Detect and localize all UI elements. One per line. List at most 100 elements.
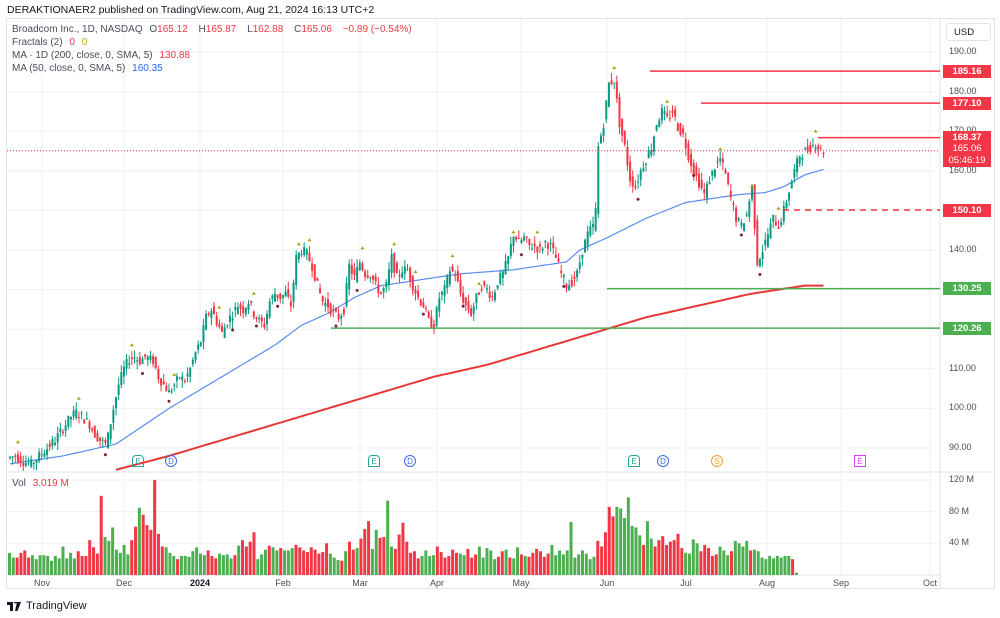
symbol-legend: Broadcom Inc., 1D, NASDAQ O165.12 H165.8…: [12, 24, 412, 35]
volume-bar: [233, 555, 237, 575]
price-pane[interactable]: [9, 66, 825, 477]
volume-bar: [775, 555, 779, 575]
candle-body: [385, 281, 388, 288]
earnings-upcoming-event-icon[interactable]: E: [854, 455, 866, 467]
fractal-down-marker: [27, 474, 30, 477]
candle-body: [353, 268, 356, 276]
candle-body: [419, 299, 422, 306]
candle-body: [305, 249, 308, 255]
volume-bar: [695, 543, 699, 575]
volume-bar: [313, 549, 317, 575]
candle-body: [785, 202, 788, 209]
volume-bar: [726, 555, 730, 575]
candle-body: [24, 463, 27, 466]
dividend-event-icon[interactable]: D: [165, 455, 177, 467]
volume-bar: [347, 541, 351, 575]
candle-body: [546, 243, 549, 249]
candle-body: [788, 192, 791, 201]
volume-bar: [53, 555, 57, 575]
candle-body: [454, 275, 457, 277]
volume-bar: [378, 537, 382, 575]
earnings-event-icon[interactable]: E: [132, 455, 144, 467]
volume-bar: [176, 559, 180, 575]
time-tick: May: [512, 578, 530, 588]
candle-body: [586, 231, 589, 246]
volume-bar: [409, 552, 413, 575]
candle-body: [69, 416, 72, 420]
volume-bar: [359, 538, 363, 575]
volume-bar: [317, 553, 321, 575]
candle-body: [83, 419, 86, 424]
candle-body: [369, 277, 372, 279]
volume-bar: [779, 557, 783, 575]
ma200-legend[interactable]: MA · 1D (200, close, 0, SMA, 5) 130.88: [12, 50, 190, 61]
volume-bar: [57, 558, 61, 575]
fractals-legend[interactable]: Fractals (2) 0 0: [12, 37, 88, 48]
volume-bar: [733, 540, 737, 575]
candle-body: [361, 263, 364, 271]
candle-body: [377, 284, 380, 294]
volume-bar: [752, 549, 756, 575]
candle-body: [340, 315, 343, 319]
candle-body: [345, 282, 348, 307]
volume-bar: [328, 553, 332, 575]
tradingview-logo-icon: [7, 601, 21, 611]
volume-bar: [298, 547, 302, 575]
volume-bar: [493, 559, 497, 575]
time-tick: Mar: [352, 578, 368, 588]
candle-body: [472, 306, 475, 314]
volume-bar: [550, 544, 554, 575]
fractal-up-marker: [172, 372, 177, 376]
candle-body: [11, 456, 14, 458]
split-event-icon[interactable]: S: [711, 455, 723, 467]
volume-tick: 40 M: [949, 537, 970, 548]
volume-bar: [382, 536, 386, 575]
volume-bar: [760, 557, 764, 575]
candle-body: [660, 107, 663, 121]
candle-body: [260, 317, 263, 322]
candle-body: [54, 442, 57, 446]
tradingview-logo[interactable]: TradingView: [7, 600, 87, 612]
volume-bar: [592, 556, 596, 575]
candle-body: [32, 462, 35, 464]
currency-button[interactable]: USD: [946, 23, 991, 41]
volume-bar: [676, 533, 680, 575]
candle-body: [46, 448, 49, 456]
volume-bar: [122, 544, 126, 575]
fractal-down-marker: [355, 288, 359, 292]
volume-bar: [542, 556, 546, 575]
volume-bar: [390, 546, 393, 575]
candle-body: [181, 376, 184, 381]
ma50-legend[interactable]: MA (50, close, 0, SMA, 5) 160.35: [12, 63, 163, 74]
candle-body: [189, 367, 192, 377]
volume-bar: [332, 557, 336, 575]
candle-body: [594, 207, 597, 231]
volume-bar: [92, 547, 96, 575]
candle-body: [637, 181, 640, 183]
candle-body: [531, 248, 534, 250]
volume-legend[interactable]: Vol 3.019 M: [12, 478, 69, 489]
volume-bar: [672, 540, 676, 575]
volume-bar: [221, 555, 225, 575]
fractal-down-marker: [739, 233, 743, 237]
price-tick: 180.00: [949, 85, 977, 96]
volume-bar: [665, 544, 669, 575]
volume-bar: [393, 548, 397, 575]
earnings-event-icon[interactable]: E: [368, 455, 380, 467]
candle-body: [112, 409, 115, 423]
volume-bar: [405, 541, 409, 575]
time-tick: Feb: [275, 578, 291, 588]
volume-bar: [286, 550, 290, 575]
chart-frame[interactable]: [6, 18, 995, 589]
candle-body: [422, 302, 425, 308]
dividend-event-icon[interactable]: D: [657, 455, 669, 467]
fractal-down-marker: [254, 324, 258, 328]
candle-body: [91, 428, 94, 431]
volume-bar: [199, 553, 202, 575]
dividend-event-icon[interactable]: D: [404, 455, 416, 467]
volume-bar: [412, 551, 416, 575]
earnings-event-icon[interactable]: E: [628, 455, 640, 467]
candle-body: [464, 297, 467, 306]
candle-body: [536, 246, 539, 253]
